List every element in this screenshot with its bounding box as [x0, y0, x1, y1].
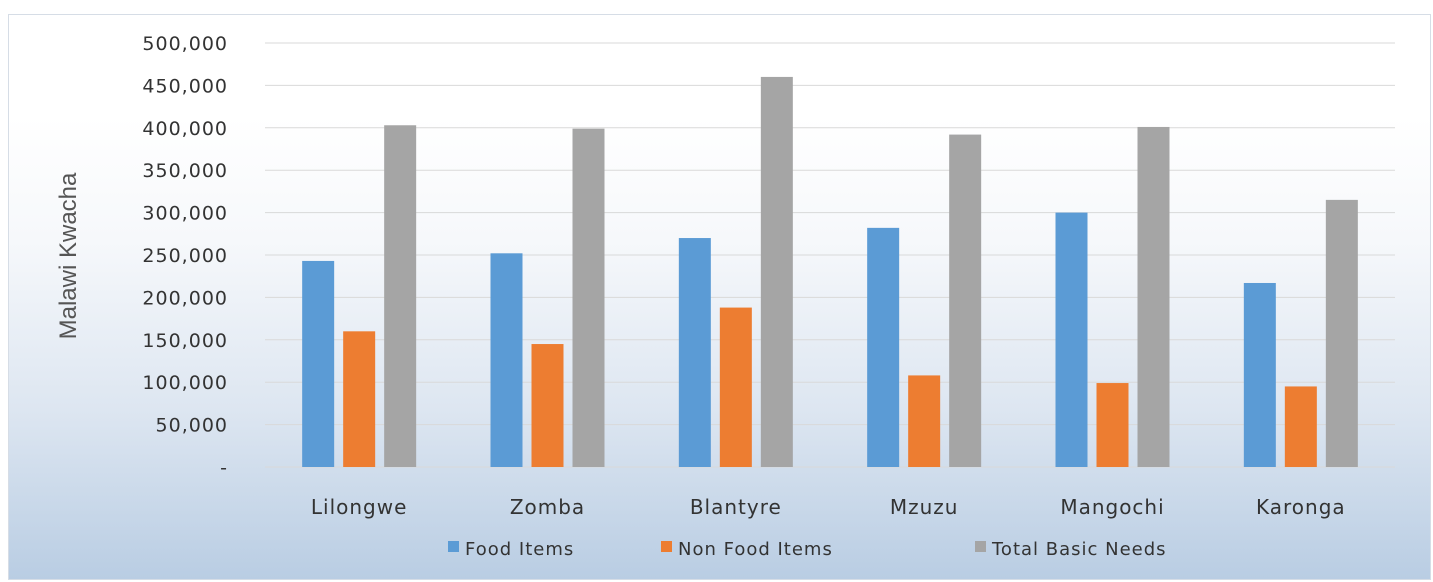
- y-tick-label: 500,000: [142, 33, 228, 55]
- y-tick-label: 450,000: [142, 75, 228, 97]
- y-tick-label: 150,000: [142, 330, 228, 352]
- bar-food-items-mzuzu: [867, 227, 900, 467]
- bar-food-items-blantyre: [678, 238, 711, 467]
- legend-label: Total Basic Needs: [991, 539, 1167, 560]
- x-tick-label: Lilongwe: [311, 495, 408, 519]
- legend-label: Food Items: [465, 539, 574, 560]
- legend-label: Non Food Items: [678, 539, 833, 560]
- bar-total-basic-needs-blantyre: [760, 76, 793, 468]
- legend-swatch: [448, 541, 459, 552]
- bar-non-food-items-mangochi: [1096, 383, 1129, 467]
- y-tick-label: 200,000: [142, 287, 228, 309]
- y-tick-label: 350,000: [142, 160, 228, 182]
- x-tick-label: Karonga: [1256, 495, 1346, 519]
- bar-food-items-mangochi: [1055, 212, 1088, 467]
- bars: [302, 76, 1358, 468]
- bar-total-basic-needs-mzuzu: [949, 134, 982, 468]
- y-tick-label: 250,000: [142, 245, 228, 267]
- bar-total-basic-needs-karonga: [1325, 199, 1358, 467]
- bar-non-food-items-zomba: [531, 344, 564, 467]
- bar-total-basic-needs-mangochi: [1137, 126, 1170, 468]
- y-tick-label: 400,000: [142, 118, 228, 140]
- y-axis-ticks: - 50,000 100,000 150,000 200,000 250,000 300,0…: [142, 33, 228, 479]
- gridlines: [265, 42, 1395, 468]
- bar-non-food-items-lilongwe: [343, 331, 376, 467]
- x-tick-label: Blantyre: [690, 495, 782, 519]
- x-axis-categories: Lilongwe Zomba Blantyre Mzuzu Mangochi Karong…: [311, 495, 1346, 519]
- y-axis-title: Malawi Kwacha: [55, 172, 82, 339]
- y-tick-label: 100,000: [142, 372, 228, 394]
- bar-non-food-items-karonga: [1284, 386, 1317, 467]
- y-tick-label: 300,000: [142, 203, 228, 225]
- x-tick-label: Mangochi: [1060, 495, 1164, 519]
- bar-food-items-zomba: [490, 253, 523, 467]
- bar-non-food-items-blantyre: [719, 307, 752, 467]
- legend-swatch: [661, 541, 672, 552]
- legend-swatch: [975, 541, 986, 552]
- y-tick-label: 50,000: [156, 415, 228, 437]
- bar-food-items-karonga: [1243, 282, 1276, 467]
- bar-food-items-lilongwe: [302, 260, 335, 467]
- bar-total-basic-needs-lilongwe: [384, 125, 417, 468]
- bar-total-basic-needs-zomba: [572, 128, 605, 467]
- x-tick-label: Zomba: [510, 495, 585, 519]
- y-tick-label: -: [220, 457, 228, 479]
- bar-non-food-items-mzuzu: [908, 375, 941, 467]
- x-tick-label: Mzuzu: [890, 495, 959, 519]
- legend: Food Items Non Food Items Total Basic Need…: [448, 539, 1167, 560]
